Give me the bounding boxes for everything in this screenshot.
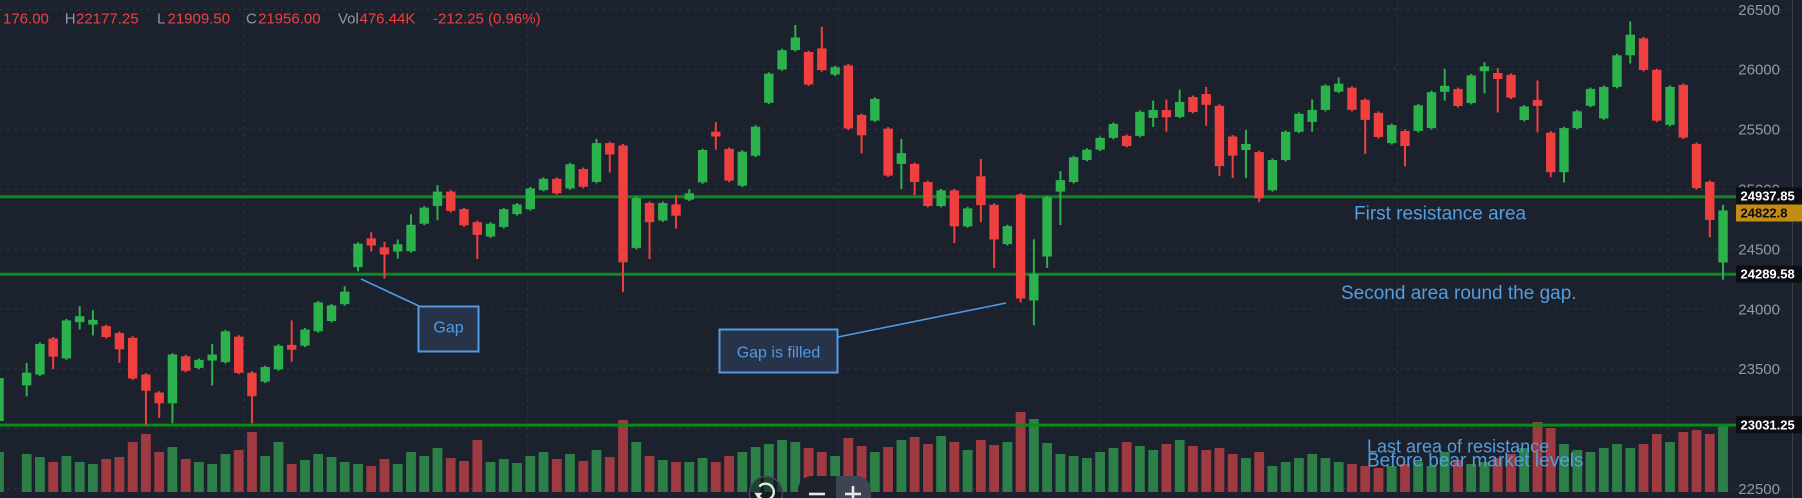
svg-text:25500: 25500 xyxy=(1738,122,1780,139)
svg-text:L: L xyxy=(157,11,165,28)
svg-text:H: H xyxy=(65,11,76,28)
svg-text:476.44K: 476.44K xyxy=(360,11,416,28)
svg-text:21956.00: 21956.00 xyxy=(258,11,321,28)
svg-text:24937.85: 24937.85 xyxy=(1741,189,1795,204)
svg-text:176.00: 176.00 xyxy=(3,11,49,28)
svg-text:24500: 24500 xyxy=(1738,241,1780,258)
svg-text:24289.58: 24289.58 xyxy=(1741,267,1795,282)
svg-text:Second area round the gap.: Second area round the gap. xyxy=(1341,283,1577,304)
svg-text:C: C xyxy=(246,11,257,28)
svg-text:26500: 26500 xyxy=(1738,2,1780,19)
svg-text:21909.50: 21909.50 xyxy=(168,11,231,28)
svg-text:Before bear market levels: Before bear market levels xyxy=(1367,451,1584,472)
svg-text:23500: 23500 xyxy=(1738,361,1780,378)
svg-text:22500: 22500 xyxy=(1738,481,1780,498)
svg-text:Gap is filled: Gap is filled xyxy=(737,345,821,362)
svg-text:Gap: Gap xyxy=(433,319,463,336)
svg-text:-212.25 (0.96%): -212.25 (0.96%) xyxy=(433,11,541,28)
svg-text:Last area of resistance: Last area of resistance xyxy=(1367,436,1549,456)
svg-text:24822.8: 24822.8 xyxy=(1741,206,1788,221)
svg-text:22177.25: 22177.25 xyxy=(76,11,139,28)
svg-text:24000: 24000 xyxy=(1738,301,1780,318)
svg-text:23031.25: 23031.25 xyxy=(1741,417,1795,432)
svg-text:26000: 26000 xyxy=(1738,62,1780,79)
svg-text:Vol: Vol xyxy=(338,11,359,28)
svg-text:First resistance area: First resistance area xyxy=(1354,204,1527,225)
